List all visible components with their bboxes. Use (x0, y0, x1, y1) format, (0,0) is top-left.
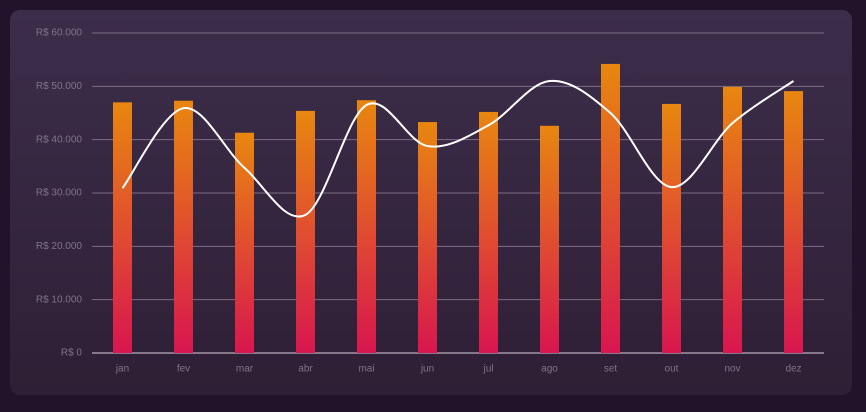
bar (174, 100, 193, 353)
x-tick-label: nov (724, 364, 740, 375)
y-tick-label: R$ 0 (61, 348, 83, 359)
x-tick-label: fev (177, 364, 190, 375)
bar (540, 125, 559, 353)
bar (296, 110, 315, 353)
bar (113, 102, 132, 353)
y-tick-label: R$ 60.000 (36, 28, 83, 39)
bar (235, 132, 254, 353)
y-tick-label: R$ 30.000 (36, 188, 83, 199)
x-tick-label: mar (236, 364, 254, 375)
bar (601, 63, 620, 353)
bar (723, 86, 742, 353)
bar (662, 103, 681, 353)
x-tick-label: jul (482, 364, 493, 375)
x-tick-label: jan (115, 364, 129, 375)
x-tick-label: mai (358, 364, 374, 375)
bar (418, 122, 437, 353)
line (121, 79, 795, 218)
x-tick-label: dez (785, 364, 801, 375)
y-tick-label: R$ 40.000 (36, 134, 83, 145)
y-tick-label: R$ 20.000 (36, 241, 83, 252)
bar (784, 91, 803, 353)
x-tick-label: abr (298, 364, 313, 375)
bar (357, 100, 376, 353)
x-tick-label: ago (541, 364, 558, 375)
x-tick-label: out (665, 364, 679, 375)
bar (479, 111, 498, 353)
y-tick-label: R$ 50.000 (36, 81, 83, 92)
x-tick-label: set (604, 364, 618, 375)
y-tick-label: R$ 10.000 (36, 294, 83, 305)
x-tick-label: jun (420, 364, 434, 375)
